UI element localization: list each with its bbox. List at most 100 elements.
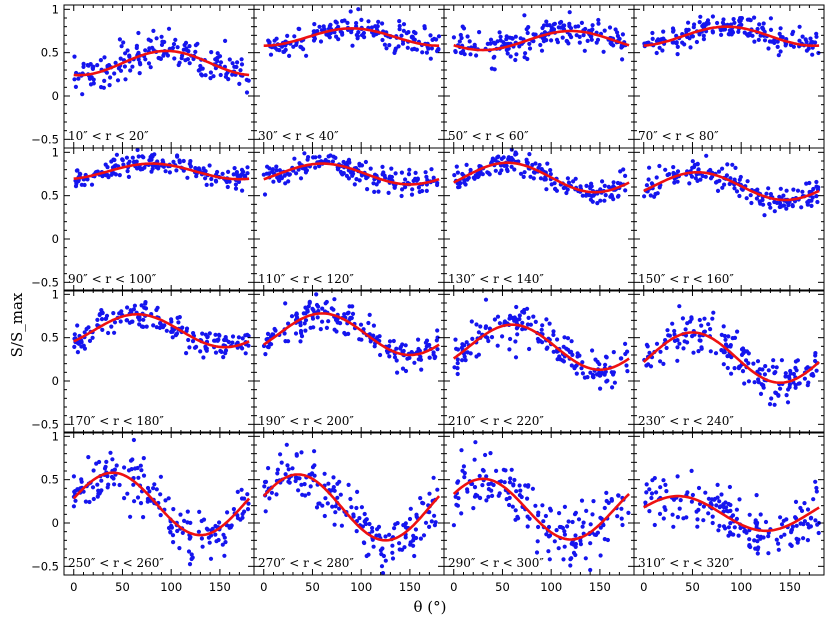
data-point bbox=[220, 542, 225, 547]
data-point bbox=[697, 20, 702, 25]
data-point bbox=[612, 380, 618, 385]
data-point bbox=[658, 38, 663, 43]
data-point bbox=[727, 28, 732, 33]
data-point bbox=[320, 319, 325, 324]
data-point bbox=[116, 66, 121, 71]
data-point bbox=[738, 525, 743, 531]
data-point bbox=[193, 166, 198, 171]
data-point bbox=[663, 338, 668, 343]
data-point bbox=[761, 21, 766, 26]
data-point bbox=[429, 167, 434, 172]
data-point bbox=[460, 171, 465, 177]
data-point bbox=[710, 520, 715, 526]
data-point bbox=[490, 493, 495, 498]
data-point bbox=[158, 474, 163, 479]
data-point bbox=[169, 317, 174, 322]
data-point bbox=[472, 457, 477, 462]
data-point bbox=[346, 482, 351, 487]
data-point bbox=[185, 509, 190, 514]
data-point bbox=[455, 366, 460, 371]
data-point bbox=[721, 17, 726, 22]
data-point bbox=[245, 507, 251, 512]
data-point bbox=[538, 176, 544, 181]
data-point bbox=[366, 19, 371, 24]
data-point bbox=[584, 183, 589, 188]
data-point bbox=[566, 180, 572, 185]
data-point bbox=[209, 176, 214, 182]
data-point bbox=[245, 171, 250, 176]
data-point bbox=[748, 193, 753, 198]
y-tick-label: 1 bbox=[52, 287, 59, 301]
data-point bbox=[390, 543, 395, 548]
data-point bbox=[357, 516, 362, 521]
data-point bbox=[539, 327, 544, 332]
data-point bbox=[139, 468, 144, 473]
data-point bbox=[605, 378, 610, 383]
panel-frame bbox=[633, 147, 825, 292]
data-point bbox=[366, 320, 371, 326]
data-point bbox=[401, 348, 406, 354]
data-point bbox=[732, 525, 737, 530]
data-point bbox=[404, 31, 409, 36]
panel-label: 30″ < r < 40″ bbox=[258, 129, 339, 143]
data-point bbox=[752, 538, 757, 543]
data-point bbox=[410, 187, 415, 192]
data-point bbox=[303, 318, 309, 323]
data-point bbox=[198, 63, 203, 69]
data-point bbox=[712, 497, 717, 502]
data-point bbox=[398, 346, 403, 351]
data-point bbox=[311, 155, 316, 160]
data-point bbox=[217, 520, 222, 525]
data-point bbox=[170, 45, 175, 51]
data-point bbox=[690, 492, 696, 498]
data-point bbox=[769, 396, 774, 401]
data-point bbox=[180, 530, 185, 536]
data-point bbox=[780, 35, 785, 40]
data-point bbox=[72, 344, 77, 349]
data-point bbox=[217, 54, 223, 59]
data-point bbox=[211, 74, 216, 79]
data-point bbox=[794, 523, 799, 528]
data-point bbox=[500, 334, 505, 339]
data-point bbox=[583, 556, 588, 561]
data-point bbox=[358, 322, 364, 327]
data-point bbox=[71, 474, 76, 479]
data-point bbox=[393, 171, 398, 176]
data-point bbox=[611, 197, 616, 202]
data-point bbox=[342, 330, 347, 336]
data-point bbox=[130, 155, 135, 160]
panel-1: 10″ < r < 20″ bbox=[63, 4, 255, 149]
data-point bbox=[188, 520, 193, 526]
data-point bbox=[598, 525, 603, 530]
data-point bbox=[387, 43, 392, 48]
data-point bbox=[188, 535, 193, 540]
data-point bbox=[649, 495, 654, 501]
data-point bbox=[778, 186, 783, 191]
data-point bbox=[706, 496, 712, 501]
data-point bbox=[196, 529, 201, 534]
data-point bbox=[749, 200, 754, 206]
data-point bbox=[480, 172, 485, 177]
data-point bbox=[580, 360, 585, 365]
data-point bbox=[403, 535, 408, 540]
data-point bbox=[308, 484, 313, 489]
data-point bbox=[140, 154, 145, 159]
data-point bbox=[789, 543, 794, 549]
data-point bbox=[240, 188, 245, 193]
data-point bbox=[729, 355, 734, 360]
panel-5: 90″ < r < 100″ bbox=[63, 147, 255, 292]
data-point bbox=[81, 64, 86, 69]
data-point bbox=[230, 61, 235, 66]
data-point bbox=[421, 501, 426, 506]
data-point bbox=[297, 476, 302, 481]
data-point bbox=[515, 332, 520, 337]
data-point bbox=[139, 303, 144, 308]
data-point bbox=[158, 492, 163, 497]
data-point bbox=[595, 359, 600, 364]
data-point bbox=[87, 338, 93, 343]
data-point bbox=[472, 176, 477, 181]
data-point bbox=[84, 326, 89, 332]
panel-ticks bbox=[444, 5, 634, 148]
data-point bbox=[432, 513, 437, 518]
data-point bbox=[771, 358, 776, 363]
